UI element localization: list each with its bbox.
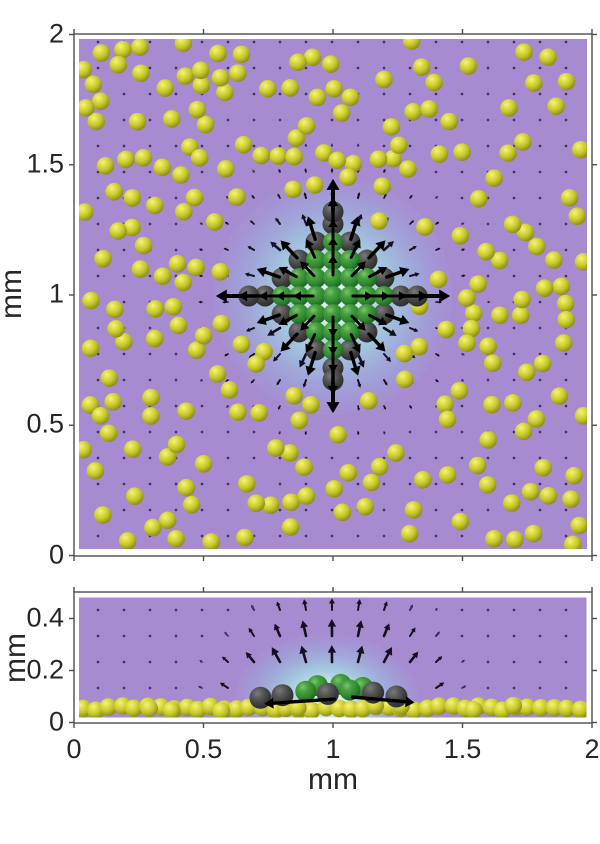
top-panel-content — [79, 39, 587, 549]
top-ytick-15: 1.5 — [26, 148, 64, 179]
axes — [69, 29, 597, 728]
intruder-cluster-side — [249, 673, 415, 709]
yellow-grains-side — [79, 696, 587, 718]
top-ytick-05: 0.5 — [26, 408, 64, 439]
xtick-05: 0.5 — [184, 734, 223, 764]
xtick-15: 1.5 — [443, 734, 482, 764]
side-panel-content — [79, 597, 587, 718]
side-ytick-02: 0.2 — [26, 653, 64, 684]
yellow-grains-top — [79, 39, 587, 549]
side-y-axis-label: mm — [0, 633, 32, 683]
top-ytick-2: 2 — [48, 17, 64, 48]
top-ytick-0: 0 — [48, 538, 64, 569]
side-ytick-0: 0 — [48, 705, 64, 736]
x-axis-label: mm — [308, 763, 358, 796]
xtick-0: 0 — [66, 734, 82, 764]
xtick-2: 2 — [584, 734, 600, 764]
side-ytick-04: 0.4 — [26, 601, 64, 632]
intruder-cluster-top — [215, 178, 451, 414]
top-ytick-1: 1 — [48, 278, 64, 309]
xtick-1: 1 — [325, 734, 341, 764]
top-y-axis-label: mm — [0, 269, 28, 319]
quiver-field-side — [96, 598, 568, 690]
